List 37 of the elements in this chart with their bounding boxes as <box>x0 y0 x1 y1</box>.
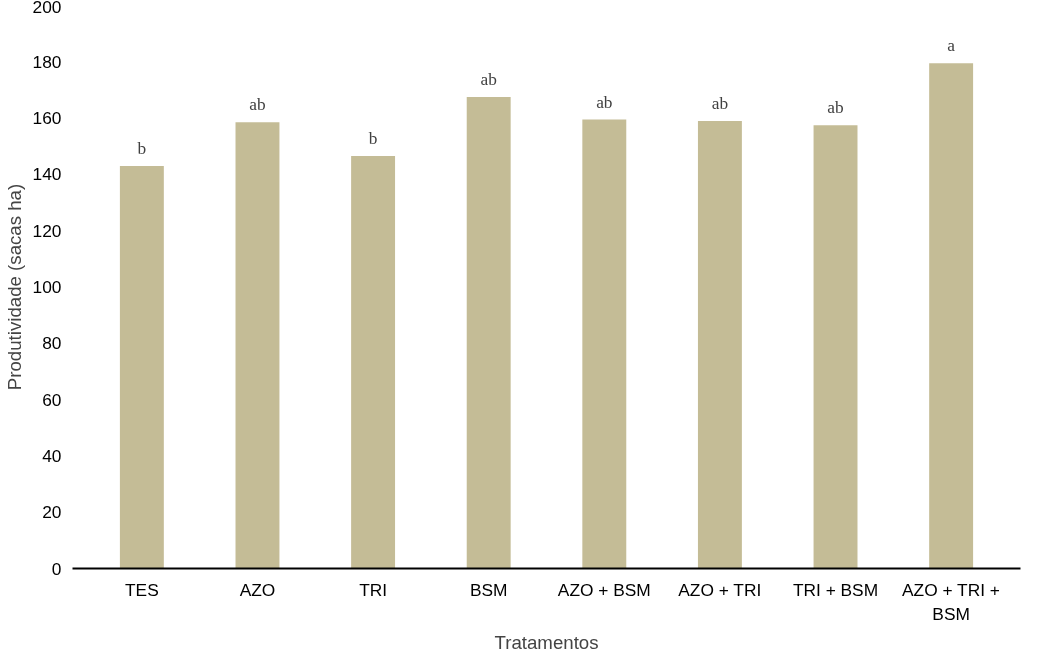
y-tick-label: 40 <box>42 445 62 466</box>
y-tick-label: 120 <box>32 220 62 241</box>
data-label: b <box>137 138 147 158</box>
y-tick-label: 140 <box>32 164 62 185</box>
data-label: ab <box>480 69 497 89</box>
y-tick-label: 0 <box>51 558 62 579</box>
y-tick-label: 160 <box>32 108 62 129</box>
data-label: a <box>947 36 956 56</box>
x-tick-label: BSM <box>469 579 508 600</box>
x-tick-label: AZO + TRI <box>678 579 762 600</box>
x-axis-title: Tratamentos <box>494 631 599 653</box>
bar <box>119 165 164 569</box>
y-tick-label: 20 <box>42 502 62 523</box>
bar <box>813 125 858 569</box>
x-tick-label: TRI <box>359 579 388 600</box>
x-tick-label: TES <box>125 579 159 600</box>
x-tick-label: AZO <box>239 579 276 600</box>
data-label: b <box>368 129 378 149</box>
data-label: ab <box>711 93 729 113</box>
y-tick-label: 200 <box>32 0 62 17</box>
bar <box>697 120 742 569</box>
data-label: ab <box>827 98 844 118</box>
bar <box>235 122 280 569</box>
x-tick-label: AZO + BSM <box>557 579 651 600</box>
bar <box>351 156 396 569</box>
y-axis-title: Produtividade (sacas ha) <box>3 183 25 391</box>
bar <box>466 96 511 569</box>
x-tick-label: TRI + BSM <box>792 579 879 600</box>
y-tick-label: 60 <box>42 389 62 410</box>
bar <box>582 119 627 569</box>
bar <box>929 63 974 569</box>
x-tick-label: AZO + TRI + BSM <box>902 579 1000 624</box>
data-label: ab <box>249 95 266 115</box>
y-tick-label: 180 <box>32 51 62 72</box>
y-tick-label: 100 <box>32 277 62 297</box>
data-label: ab <box>596 92 613 112</box>
y-tick-label: 80 <box>42 333 62 354</box>
